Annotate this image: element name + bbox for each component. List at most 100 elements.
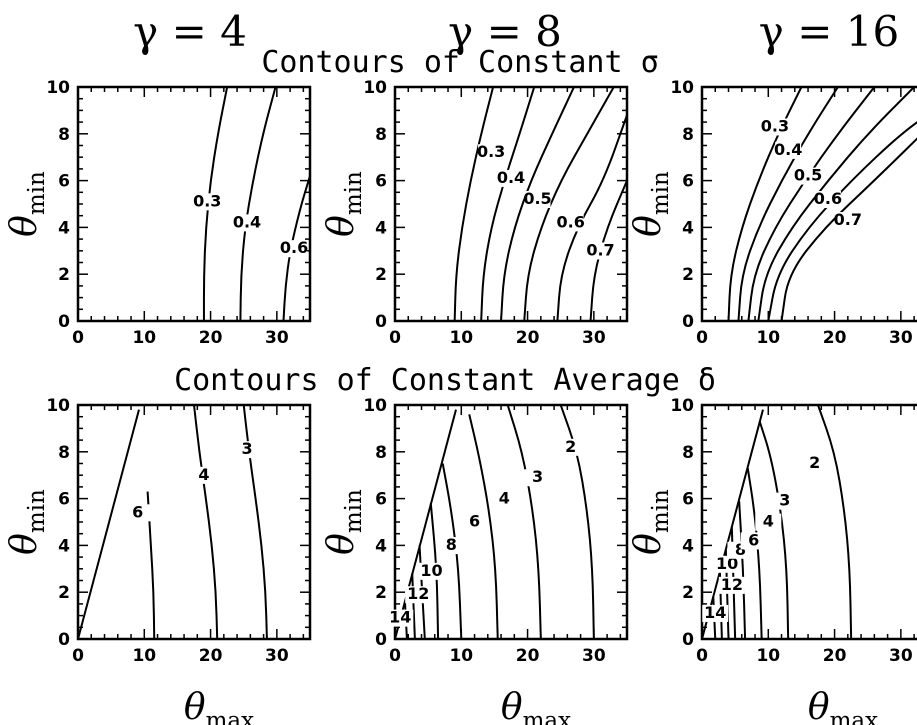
y-tick-label: 10 [46,396,70,416]
gamma-4-header: γ = 4 [133,7,247,56]
y-axis-label: θmin [628,171,674,237]
contour-line-boundary [395,409,457,639]
contour-label: 0.5 [794,166,822,185]
contour-label-bg [234,214,261,232]
contour-label-bg [775,141,802,159]
y-axis-label-subscript: min [341,489,367,533]
x-tick-label: 20 [199,328,223,348]
contour-label-bg [190,466,217,484]
contour-label-bg [498,169,524,187]
contour-label: 14 [389,608,411,627]
x-axis-label: θmax [808,687,878,725]
x-axis-label-symbol: θ [501,687,523,725]
contour-line-4 [193,405,219,639]
y-axis-label-symbol: θ [628,533,669,555]
x-tick-label: 0 [72,328,84,348]
y-axis-label: θmin [628,489,674,555]
contour-line-12 [411,573,416,639]
contour-line-3 [758,421,790,639]
contour-label-bg [771,492,798,510]
contour-label-bg [281,240,308,258]
contour-line-0.7 [589,180,627,321]
y-tick-label: 8 [375,125,387,145]
contour-label: 0.6 [814,189,842,208]
contour-label-bg [801,455,828,473]
contour-label-bg [405,586,432,604]
y-tick-label: 6 [58,172,70,192]
y-tick-label: 6 [375,490,387,510]
y-tick-label: 4 [375,218,387,238]
y-axis-label: θmin [321,489,367,555]
x-tick-label: 20 [516,328,540,348]
y-tick-label: 10 [363,396,387,416]
x-tick-label: 10 [132,328,156,348]
contour-label: 0.5 [523,189,551,208]
y-tick-label: 2 [58,265,70,285]
contour-label: 2 [809,453,820,472]
contour-label-bg [418,562,445,580]
contour-line-boundary [727,87,803,321]
contour-label: 0.7 [586,240,614,259]
y-axis-label: θmin [4,489,50,555]
contour-line-0.4 [239,87,277,321]
y-axis-label-symbol: θ [4,533,45,555]
y-tick-label: 8 [58,125,70,145]
contour-line-8 [429,503,440,639]
x-axis-label-subscript: max [830,708,879,725]
x-tick-label: 20 [516,646,540,666]
x-tick-label: 10 [756,328,780,348]
contour-label-bg [524,469,551,487]
x-tick-label: 0 [696,328,708,348]
y-tick-label: 2 [375,265,387,285]
x-axis-label-subscript: max [523,708,572,725]
contour-label: 0.3 [477,142,505,161]
contour-label-bg [491,490,518,508]
x-tick-label: 30 [582,328,606,348]
contour-label-bg [524,191,551,208]
x-tick-label: 30 [582,646,606,666]
y-tick-label: 0 [58,312,70,332]
y-axis-label: θmin [321,171,367,237]
contour-label-bg [478,144,505,162]
y-tick-label: 4 [58,218,70,238]
contour-label-bg [740,532,767,550]
contour-label-bg [587,242,614,260]
y-tick-label: 6 [682,172,694,192]
y-axis-label-subscript: min [24,489,50,533]
y-tick-label: 4 [375,536,387,556]
contour-label: 6 [132,502,143,521]
contour-line-4 [468,414,499,639]
x-tick-label: 10 [756,646,780,666]
y-axis-label-subscript: min [648,489,674,533]
x-tick-label: 30 [889,646,913,666]
contour-label: 3 [241,439,252,458]
contour-label-bg [834,212,861,230]
y-tick-label: 2 [682,265,694,285]
x-tick-label: 0 [72,646,84,666]
contour-label-bg [387,609,414,627]
y-axis-label-subscript: min [341,171,367,215]
gamma-8-header: γ = 8 [448,7,562,56]
contour-line-0.3 [480,87,536,321]
contour-line-0.7 [780,137,917,321]
contour-label-bg [234,441,261,459]
contour-label: 12 [407,584,429,603]
y-axis-label-subscript: min [24,171,50,215]
contour-lines [78,405,268,639]
y-tick-label: 8 [682,125,694,145]
contour-label-bg [702,604,729,622]
x-tick-label: 30 [265,328,289,348]
chart-panel-1: 0 10 20 30 0 2 4 6 8 10 θmin 0.3 0.4 0.6 [4,78,312,348]
y-tick-label: 4 [682,218,694,238]
contour-line-boundary [453,87,495,321]
contour-lines [395,405,595,639]
contour-label: 3 [779,491,790,510]
x-tick-label: 20 [823,646,847,666]
y-tick-label: 4 [682,536,694,556]
contour-line-10 [724,550,730,639]
contour-label: 0.6 [280,238,308,257]
y-tick-label: 2 [682,583,694,603]
contour-label-bg [718,576,745,594]
